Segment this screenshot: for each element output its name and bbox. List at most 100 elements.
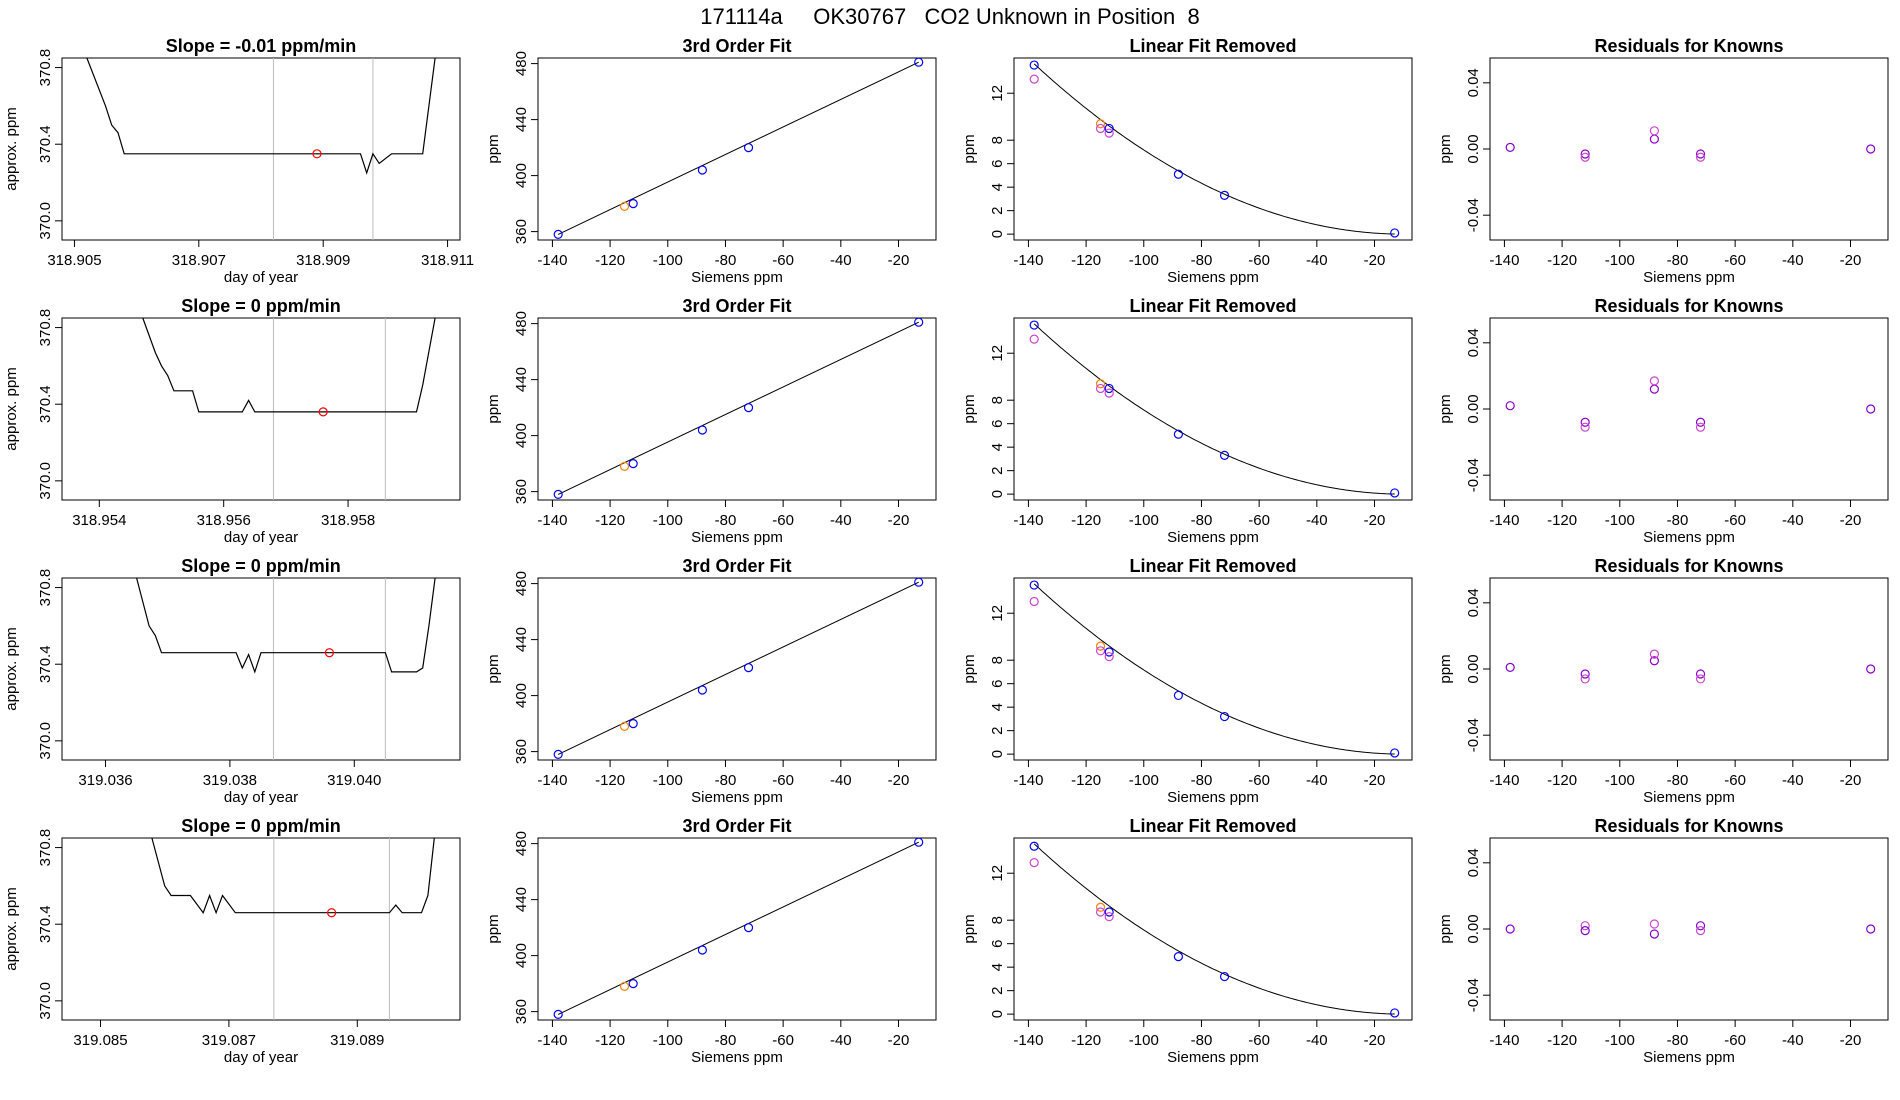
x-tick-label: -100 bbox=[1605, 512, 1635, 529]
x-tick-label: -80 bbox=[715, 512, 737, 529]
plot-frame bbox=[1489, 317, 1889, 501]
panel-3-2: 3rd Order Fit -140 -120 -100 -80 -60 -40 -20 360… bbox=[485, 556, 937, 806]
y-tick-label: 370.0 bbox=[37, 462, 54, 500]
y-tick-label: 2 bbox=[989, 466, 1006, 474]
plot-frame bbox=[1489, 837, 1889, 1021]
x-tick-label: 318.954 bbox=[72, 512, 126, 529]
data-point bbox=[1649, 134, 1659, 144]
data-point bbox=[1695, 417, 1706, 427]
x-tick-label: -120 bbox=[1547, 1032, 1577, 1049]
x-tick-label: -120 bbox=[1547, 512, 1577, 529]
x-tick-label: -120 bbox=[595, 512, 625, 529]
panel-4-4: Residuals for Knowns -140 -120 -100 -80 -60 -4… bbox=[1437, 816, 1889, 1066]
y-tick-label: 480 bbox=[513, 51, 530, 76]
x-tick-label: -40 bbox=[1306, 1032, 1328, 1049]
y-tick-label: 0.00 bbox=[1465, 134, 1482, 163]
y-tick-label: 0 bbox=[989, 1010, 1006, 1018]
data-point bbox=[1390, 748, 1400, 758]
data-point bbox=[628, 978, 638, 989]
y-axis-label: approx. ppm bbox=[3, 627, 20, 710]
y-tick-label: 370.0 bbox=[37, 982, 54, 1020]
y-axis-label: ppm bbox=[485, 654, 502, 683]
panel-1-4: Residuals for Knowns -140 -120 -100 -80 -60 -4… bbox=[1437, 36, 1889, 286]
x-tick-label: -120 bbox=[595, 252, 625, 269]
y-axis-label: ppm bbox=[1437, 134, 1454, 163]
x-tick-label: 319.040 bbox=[327, 772, 381, 789]
data-point bbox=[1095, 123, 1106, 134]
y-tick-label: 6 bbox=[989, 940, 1006, 948]
panel-title: Residuals for Knowns bbox=[1594, 36, 1783, 56]
mean-point bbox=[324, 648, 335, 658]
y-axis-label: approx. ppm bbox=[3, 107, 20, 190]
mean-point bbox=[318, 407, 328, 417]
plot-area bbox=[136, 578, 436, 760]
x-tick-label: -140 bbox=[537, 772, 567, 789]
x-tick-label: -20 bbox=[1364, 252, 1386, 269]
x-axis-label: day of year bbox=[224, 529, 298, 546]
x-tick-label: -100 bbox=[1605, 252, 1635, 269]
plot-frame bbox=[537, 837, 937, 1021]
x-axis-label: Siemens ppm bbox=[1167, 269, 1259, 286]
fit-line bbox=[557, 321, 919, 495]
x-tick-label: 319.087 bbox=[202, 1032, 256, 1049]
panel-1-2: 3rd Order Fit -140 -120 -100 -80 -60 -40 -20 360… bbox=[485, 36, 937, 286]
y-tick-label: 400 bbox=[513, 163, 530, 188]
x-tick-label: -100 bbox=[1129, 772, 1159, 789]
x-axis-label: Siemens ppm bbox=[1643, 1049, 1735, 1066]
y-axis-label: ppm bbox=[1437, 914, 1454, 943]
y-tick-label: 0 bbox=[989, 750, 1006, 758]
data-point bbox=[1029, 580, 1039, 590]
x-tick-label: -80 bbox=[1667, 252, 1689, 269]
panel-title: 3rd Order Fit bbox=[682, 296, 791, 316]
data-point bbox=[1029, 320, 1039, 330]
panel-1-1: Slope = -0.01 ppm/min 318.905 318.907 318.9… bbox=[3, 36, 474, 286]
data-point bbox=[743, 143, 754, 153]
y-tick-label: 6 bbox=[989, 680, 1006, 688]
data-point bbox=[1505, 142, 1515, 152]
data-point bbox=[1390, 1008, 1400, 1018]
x-tick-label: 318.909 bbox=[296, 252, 350, 269]
y-axis-label: ppm bbox=[961, 394, 978, 423]
x-tick-label: -20 bbox=[1364, 772, 1386, 789]
y-axis-label: ppm bbox=[961, 654, 978, 683]
x-tick-label: -40 bbox=[830, 252, 852, 269]
data-point bbox=[619, 201, 630, 211]
x-tick-label: -80 bbox=[1667, 772, 1689, 789]
y-tick-label: 12 bbox=[989, 345, 1006, 362]
x-tick-label: -80 bbox=[1667, 1032, 1689, 1049]
panel-title: Linear Fit Removed bbox=[1129, 36, 1296, 56]
x-axis-label: Siemens ppm bbox=[1167, 529, 1259, 546]
y-tick-label: 6 bbox=[989, 420, 1006, 428]
data-point bbox=[1219, 450, 1230, 460]
x-tick-label: -120 bbox=[1071, 772, 1101, 789]
y-tick-label: 440 bbox=[513, 107, 530, 132]
panel-1-3: Linear Fit Removed -140 -120 -100 -80 -60 -40 -… bbox=[961, 36, 1413, 286]
x-tick-label: -40 bbox=[1782, 512, 1804, 529]
plot-area bbox=[142, 318, 436, 500]
x-axis-label: Siemens ppm bbox=[1643, 529, 1735, 546]
y-axis-label: ppm bbox=[485, 914, 502, 943]
series-line bbox=[136, 578, 436, 674]
x-tick-label: -100 bbox=[1605, 1032, 1635, 1049]
series-line bbox=[142, 318, 436, 413]
data-point bbox=[1029, 74, 1039, 84]
plot-area bbox=[1505, 126, 1876, 162]
x-tick-label: -60 bbox=[772, 512, 794, 529]
data-point bbox=[1695, 674, 1706, 684]
data-point bbox=[1095, 902, 1106, 912]
data-point bbox=[619, 721, 630, 732]
y-tick-label: 370.8 bbox=[37, 829, 54, 867]
data-point bbox=[1649, 649, 1659, 659]
y-tick-label: 0.04 bbox=[1465, 68, 1482, 97]
x-tick-label: 319.085 bbox=[73, 1032, 127, 1049]
y-tick-label: 0.00 bbox=[1465, 914, 1482, 943]
y-tick-label: 370.0 bbox=[37, 202, 54, 240]
plot-area bbox=[553, 318, 924, 499]
x-tick-label: -120 bbox=[1071, 1032, 1101, 1049]
x-axis-label: Siemens ppm bbox=[691, 529, 783, 546]
y-tick-label: 360 bbox=[513, 739, 530, 764]
y-tick-label: -0.04 bbox=[1465, 458, 1482, 492]
data-point bbox=[1695, 926, 1706, 936]
x-axis-label: Siemens ppm bbox=[1167, 789, 1259, 806]
data-point bbox=[1866, 404, 1876, 414]
